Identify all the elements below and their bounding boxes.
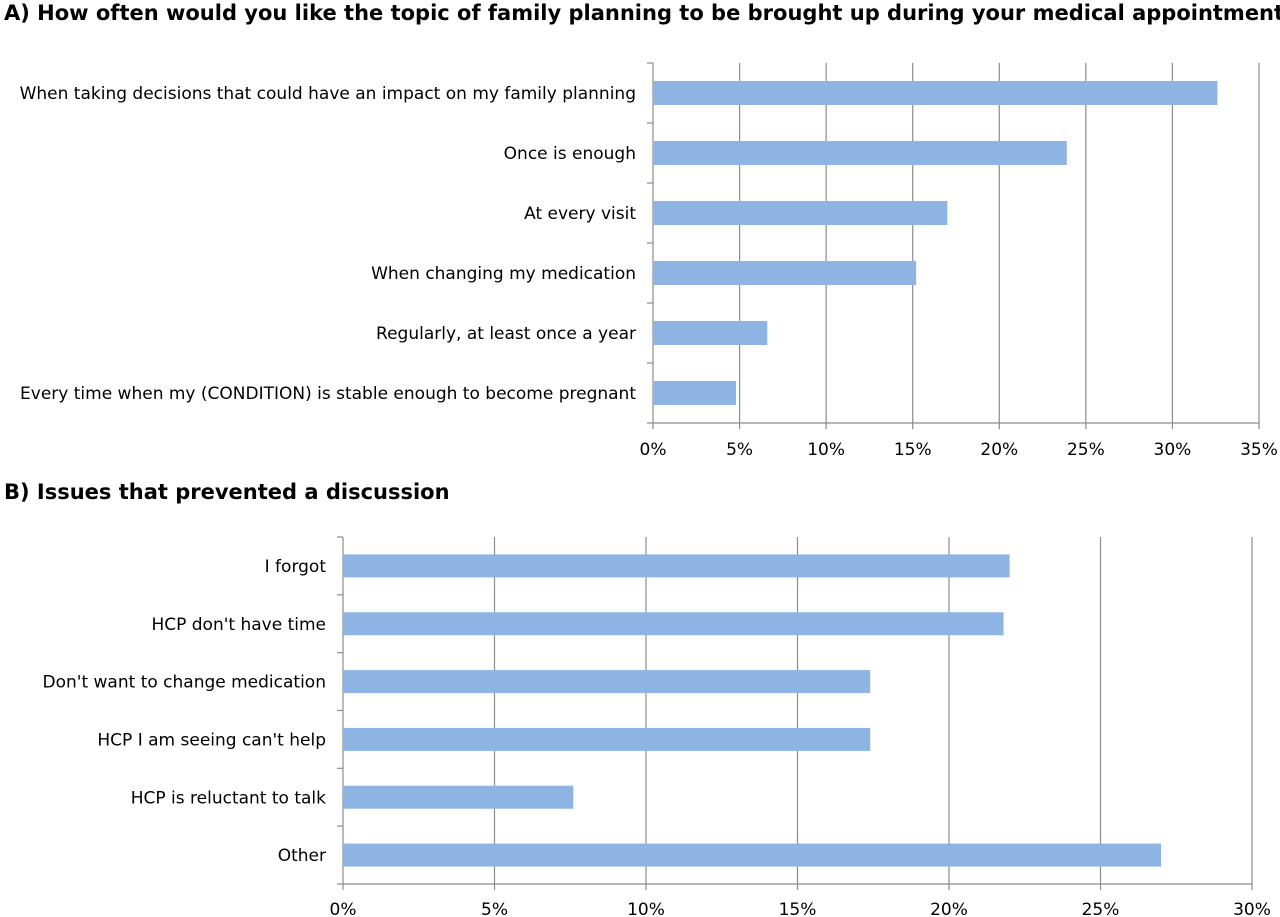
x-tick-label-a: 0% <box>640 440 667 460</box>
category-label-a: Every time when my (CONDITION) is stable… <box>20 384 636 404</box>
bar-b <box>343 785 574 809</box>
category-label-b: Other <box>278 846 326 866</box>
x-tick-label-a: 10% <box>807 440 845 460</box>
x-tick-label-a: 30% <box>1154 440 1192 460</box>
x-tick-label-a: 20% <box>980 440 1018 460</box>
category-label-b: I forgot <box>265 557 327 577</box>
category-label-a: When taking decisions that could have an… <box>20 84 636 104</box>
x-tick-label-b: 0% <box>330 900 357 917</box>
category-label-b: HCP don't have time <box>151 615 326 635</box>
category-label-a: When changing my medication <box>371 264 636 284</box>
x-tick-label-a: 35% <box>1240 440 1278 460</box>
x-tick-label-a: 25% <box>1067 440 1105 460</box>
bar-b <box>343 843 1162 867</box>
bar-a <box>653 201 948 225</box>
bar-b <box>343 612 1004 636</box>
category-label-a: Once is enough <box>504 144 636 164</box>
bar-b <box>343 554 1010 578</box>
x-tick-label-b: 20% <box>930 900 968 917</box>
bar-a <box>653 141 1067 165</box>
category-label-a: Regularly, at least once a year <box>376 324 636 344</box>
bar-a <box>653 381 737 405</box>
category-label-b: HCP I am seeing can't help <box>97 730 326 750</box>
x-tick-label-b: 5% <box>481 900 508 917</box>
category-label-a: At every visit <box>524 204 636 224</box>
x-tick-label-a: 5% <box>726 440 753 460</box>
chart-a-title: A) How often would you like the topic of… <box>4 1 1280 25</box>
bar-b <box>343 670 871 694</box>
chart-b-title: B) Issues that prevented a discussion <box>4 480 450 504</box>
bar-b <box>343 727 871 751</box>
bar-a <box>653 261 917 285</box>
category-label-b: Don't want to change medication <box>43 673 326 693</box>
category-label-b: HCP is reluctant to talk <box>131 788 326 808</box>
x-tick-label-a: 15% <box>894 440 932 460</box>
x-tick-label-b: 10% <box>627 900 665 917</box>
x-tick-label-b: 15% <box>779 900 817 917</box>
bar-a <box>653 81 1218 105</box>
bar-a <box>653 321 768 345</box>
x-tick-label-b: 30% <box>1233 900 1271 917</box>
x-tick-label-b: 25% <box>1082 900 1120 917</box>
